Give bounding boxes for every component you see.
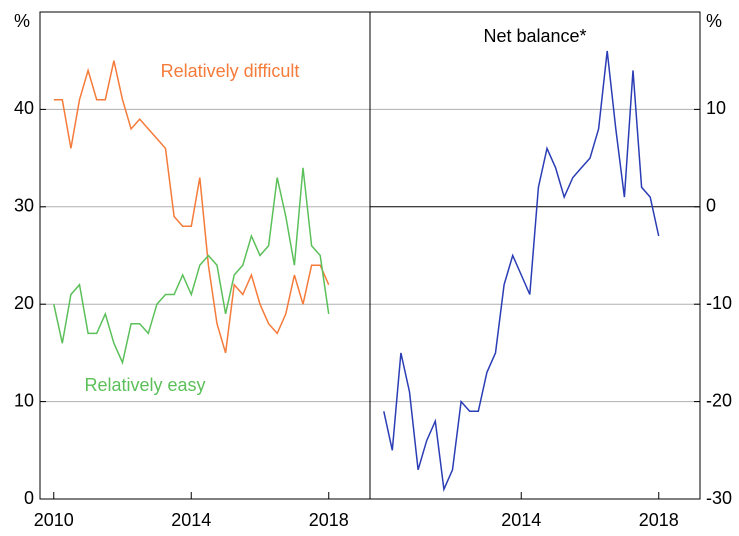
x-tick-label: 2010: [34, 510, 74, 530]
y-tick-label: 0: [706, 196, 716, 216]
y-tick-label: -20: [706, 390, 732, 410]
x-tick-label: 2014: [171, 510, 211, 530]
x-tick-label: 2014: [501, 510, 541, 530]
y-tick-label: 30: [14, 196, 34, 216]
y-tick-label: 20: [14, 293, 34, 313]
series-line: [383, 50, 660, 493]
series-label: Relatively easy: [84, 375, 205, 395]
x-tick-label: 2018: [639, 510, 679, 530]
x-tick-label: 2018: [309, 510, 349, 530]
y-tick-label: 0: [24, 488, 34, 508]
series-line: [53, 60, 330, 354]
y-tick-label: -10: [706, 293, 732, 313]
series-label: Net balance*: [483, 26, 586, 46]
y-unit: %: [706, 11, 722, 31]
series-line: [53, 167, 330, 365]
y-tick-label: 10: [706, 98, 726, 118]
y-unit: %: [14, 11, 30, 31]
y-tick-label: 40: [14, 98, 34, 118]
series-label: Relatively difficult: [161, 61, 300, 81]
y-tick-label: 10: [14, 390, 34, 410]
y-tick-label: -30: [706, 488, 732, 508]
